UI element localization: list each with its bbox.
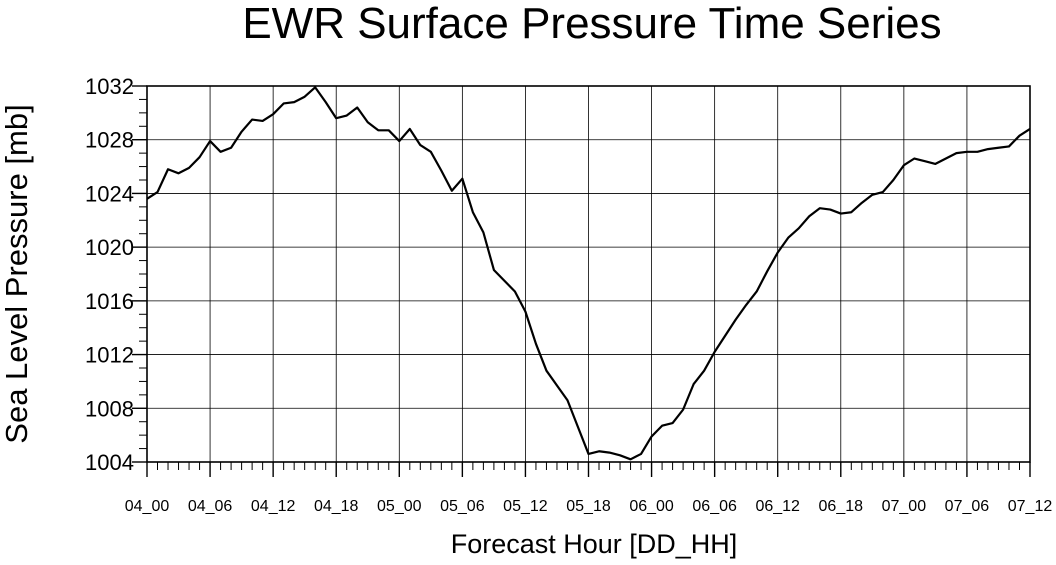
major-ticks [132,85,1031,477]
x-tick-label: 06_06 [692,498,737,515]
x-tick-label: 04_12 [251,498,296,515]
chart-title: EWR Surface Pressure Time Series [242,0,941,48]
y-tick-label: 1020 [85,235,134,260]
grid-lines [147,86,1030,462]
x-tick-label: 06_00 [629,498,674,515]
x-tick-label: 05_12 [503,498,548,515]
y-tick-label: 1012 [85,343,134,368]
x-tick-label: 07_12 [1008,498,1053,515]
y-tick-label: 1016 [85,289,134,314]
x-tick-label: 07_00 [882,498,927,515]
x-tick-label: 06_18 [819,498,864,515]
minor-ticks [139,98,1020,470]
x-tick-label: 05_18 [566,498,611,515]
series-line-sea-level-pressure [146,86,1031,461]
x-tick-labels: 04_00 04_06 04_12 04_18 05_00 05_06 05_12 05_18… [125,498,1053,515]
y-tick-label: 1008 [85,396,134,421]
y-tick-label: 1024 [85,181,134,206]
plot-frame [146,85,1031,463]
y-tick-labels: 1004 1008 1012 1016 1020 1024 1028 1032 [85,74,134,475]
x-tick-label: 04_00 [125,498,170,515]
y-axis-label: Sea Level Pressure [mb] [0,104,34,443]
x-tick-label: 07_06 [945,498,990,515]
x-tick-label: 05_06 [440,498,485,515]
x-axis-label: Forecast Hour [DD_HH] [451,529,738,559]
x-tick-label: 05_00 [377,498,422,515]
y-tick-label: 1028 [85,128,134,153]
y-tick-label: 1004 [85,450,134,475]
y-tick-label: 1032 [85,74,134,99]
x-tick-label: 04_06 [188,498,233,515]
x-tick-label: 06_12 [755,498,800,515]
x-tick-label: 04_18 [314,498,359,515]
